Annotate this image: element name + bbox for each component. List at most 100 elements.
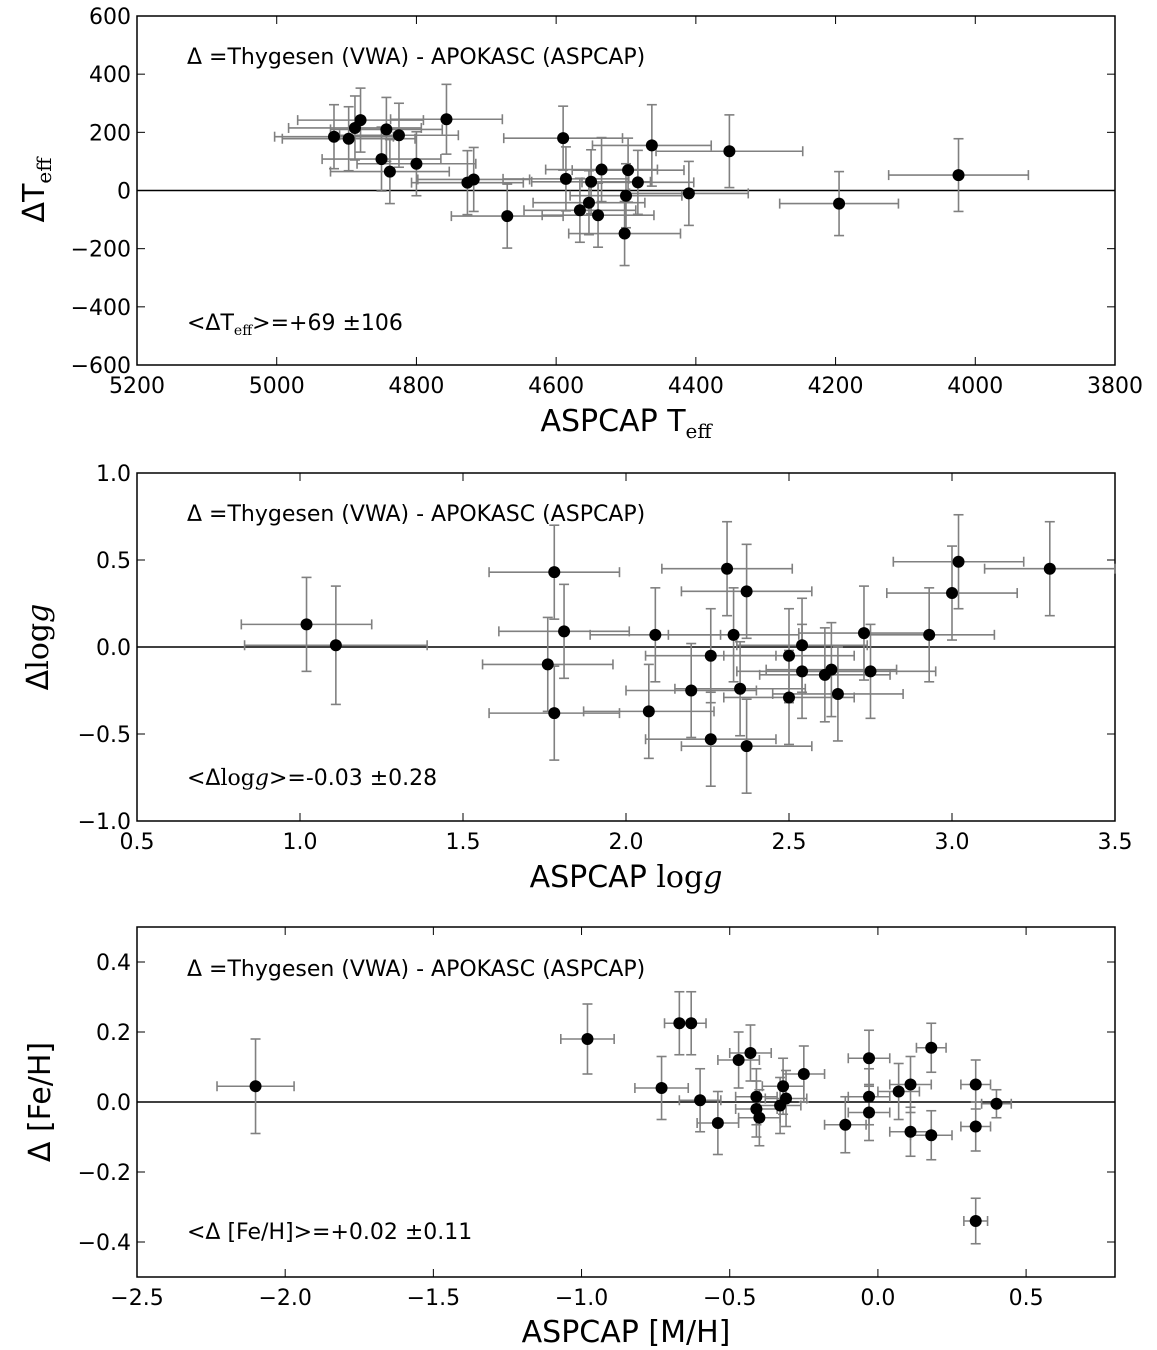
y-tick-label: 0.0 [96, 636, 131, 661]
data-point [342, 132, 355, 145]
data-point [649, 628, 662, 641]
data-point [558, 625, 571, 638]
x-tick-label: 0.5 [120, 830, 155, 855]
data-point [581, 1033, 594, 1045]
x-tick-label: 5000 [249, 374, 305, 399]
data-point [864, 665, 877, 678]
data-point [833, 197, 846, 210]
x-axis-label: ASPCAP [M/H] [522, 1315, 731, 1350]
y-tick-label: 0.2 [96, 1021, 131, 1046]
data-point [797, 1068, 810, 1080]
data-point [1043, 562, 1056, 575]
x-tick-label: 4600 [528, 374, 584, 399]
data-point [744, 1047, 757, 1059]
data-point [750, 1090, 763, 1103]
data-point [685, 1017, 698, 1030]
panel-metallicity: −2.5 −2.0 −1.5 −1.0 −0.5 0.0 0.5 −0.4 −0.2 0.0 0.2… [23, 926, 1116, 1350]
x-tick-label: −1.0 [555, 1286, 608, 1311]
data-point [392, 129, 405, 142]
annotation-definition: Δ =Thygesen (VWA) - APOKASC (ASPCAP) [187, 45, 645, 70]
data-point [655, 1082, 668, 1094]
data-point [734, 682, 747, 695]
data-point [631, 176, 644, 189]
data-point [694, 1094, 707, 1107]
y-tick-label: −0.5 [78, 723, 131, 748]
x-tick-label: 0.0 [860, 1286, 895, 1311]
x-tick-label: 0.5 [1009, 1286, 1044, 1311]
y-tick-label: −400 [71, 296, 131, 321]
data-point [642, 705, 655, 718]
annotation-definition: Δ =Thygesen (VWA) - APOKASC (ASPCAP) [187, 957, 645, 982]
x-tick-label: 2.0 [609, 830, 644, 855]
x-tick-label: 4400 [668, 374, 724, 399]
data-point [383, 165, 396, 178]
data-point [925, 1129, 938, 1142]
y-axis-label: Δ [Fe/H] [23, 1042, 58, 1162]
data-point [892, 1085, 905, 1098]
data-point [863, 1090, 876, 1103]
y-tick-label: −600 [71, 354, 131, 379]
x-tick-label: 5200 [109, 374, 165, 399]
data-point [723, 145, 736, 158]
y-tick-label: 1.0 [96, 462, 131, 487]
data-point [952, 555, 965, 568]
x-tick-label: −2.0 [258, 1286, 311, 1311]
data-point [904, 1078, 917, 1091]
data-point [573, 204, 586, 217]
data-point [559, 172, 572, 185]
data-point [825, 663, 838, 676]
x-tick-label: −0.5 [703, 1286, 756, 1311]
data-point [711, 1117, 724, 1129]
y-tick-label: 0.4 [96, 951, 131, 976]
data-point [592, 209, 605, 222]
data-point [969, 1078, 982, 1091]
data-point [952, 169, 965, 182]
data-point [925, 1041, 938, 1054]
data-point [595, 163, 608, 176]
data-point [753, 1111, 766, 1124]
data-point [969, 1120, 982, 1133]
y-tick-label: −1.0 [78, 810, 131, 835]
mean-value-text: <ΔTeff>=+69 ±106 [187, 311, 403, 339]
data-point [645, 139, 658, 152]
data-point [682, 187, 695, 200]
data-point [831, 687, 844, 700]
data-point [582, 196, 595, 209]
data-point [380, 123, 393, 136]
x-tick-label: 1.0 [283, 830, 318, 855]
data-point [620, 189, 632, 202]
data-point [904, 1125, 917, 1138]
data-point [585, 175, 598, 188]
panel-teff: 5200 5000 4800 4600 4400 4200 4000 3800−600−400… [17, 5, 1143, 443]
data-point [783, 691, 795, 704]
data-point [354, 114, 367, 127]
data-point [732, 1054, 745, 1066]
data-point [783, 649, 795, 662]
x-tick-label: 2.5 [772, 830, 807, 855]
data-point [740, 740, 753, 753]
data-point [969, 1215, 982, 1227]
data-point [622, 164, 635, 177]
x-tick-label: 3.0 [935, 830, 970, 855]
annotation-definition: Δ =Thygesen (VWA) - APOKASC (ASPCAP) [187, 502, 645, 527]
y-tick-label: 0.5 [96, 549, 131, 574]
data-point [740, 585, 753, 598]
y-tick-label: −200 [71, 238, 131, 263]
data-point [727, 628, 740, 641]
data-point [796, 639, 809, 652]
data-point [704, 649, 717, 662]
data-point [440, 113, 453, 126]
data-point [375, 153, 388, 166]
data-point [249, 1080, 262, 1093]
x-tick-label: 3800 [1087, 374, 1143, 399]
data-point [548, 707, 561, 720]
data-point [721, 562, 734, 575]
mean-value-text: <Δlogg>=-0.03 ±0.28 [187, 766, 437, 791]
x-tick-label: 3.5 [1098, 830, 1133, 855]
x-axis-label: ASPCAP Teff [540, 404, 713, 443]
data-point [467, 173, 480, 186]
panel-logg: 0.5 1.0 1.5 2.0 2.5 3.0 3.5 −1.0 −0.5 0.0 0.5 1.0 Δ… [21, 462, 1133, 895]
y-tick-label: 200 [89, 121, 131, 146]
y-tick-label: 0 [117, 180, 131, 205]
